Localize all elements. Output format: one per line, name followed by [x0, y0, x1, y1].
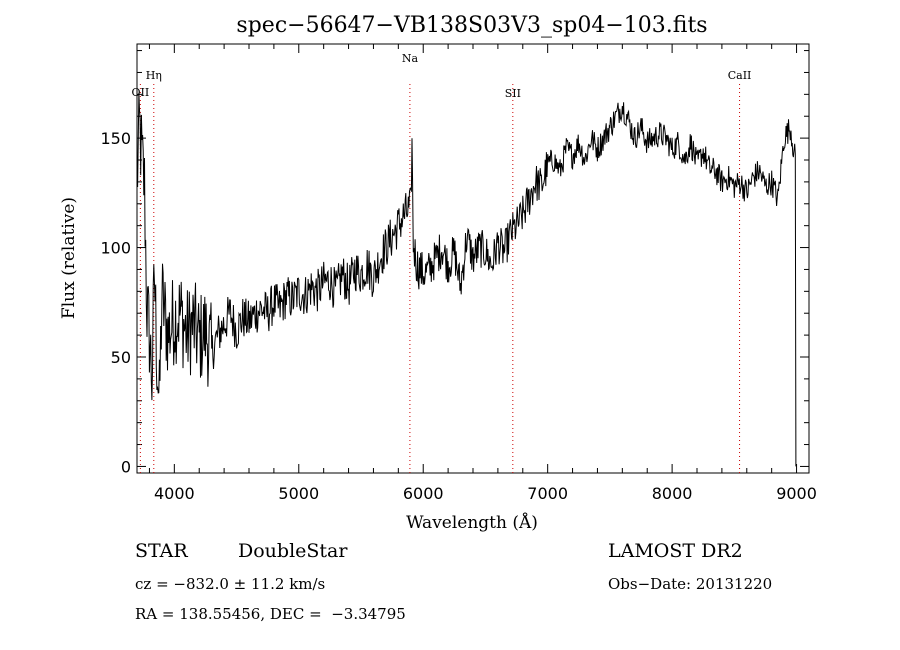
x-tick-label: 9000 [776, 484, 817, 503]
line-marker-label: Hη [146, 69, 162, 82]
y-tick-label: 0 [121, 457, 131, 476]
redshift-label: cz = −832.0 ± 11.2 km/s [135, 575, 326, 593]
spectrum-line [136, 93, 797, 467]
x-tick-label: 6000 [403, 484, 444, 503]
chart-title: spec−56647−VB138S03V3_sp04−103.fits [236, 13, 707, 38]
line-marker-label: CaII [728, 69, 752, 82]
x-tick-label: 4000 [154, 484, 195, 503]
coords-label: RA = 138.55456, DEC = −3.34795 [135, 605, 406, 623]
x-tick-label: 8000 [652, 484, 693, 503]
x-axis-label: Wavelength (Å) [406, 512, 538, 533]
axis-ticks: 4000 5000 6000 7000 8000 9000 0 50 100 150 [100, 44, 817, 503]
line-marker-label: Na [402, 52, 419, 65]
x-tick-label: 5000 [278, 484, 319, 503]
class-label: STAR [135, 540, 188, 562]
line-marker-label: SII [505, 87, 521, 100]
subclass-label: DoubleStar [238, 540, 348, 562]
x-tick-label: 7000 [527, 484, 568, 503]
y-axis-label: Flux (relative) [59, 197, 79, 319]
line-marker-label: OII [132, 86, 150, 99]
obs-date-label: Obs−Date: 20131220 [608, 575, 773, 593]
survey-label: LAMOST DR2 [608, 540, 743, 562]
y-tick-label: 150 [100, 129, 131, 148]
y-tick-label: 50 [111, 348, 131, 367]
emission-line-markers: OII Hη Na SII CaII [132, 52, 752, 473]
y-tick-label: 100 [100, 239, 131, 258]
